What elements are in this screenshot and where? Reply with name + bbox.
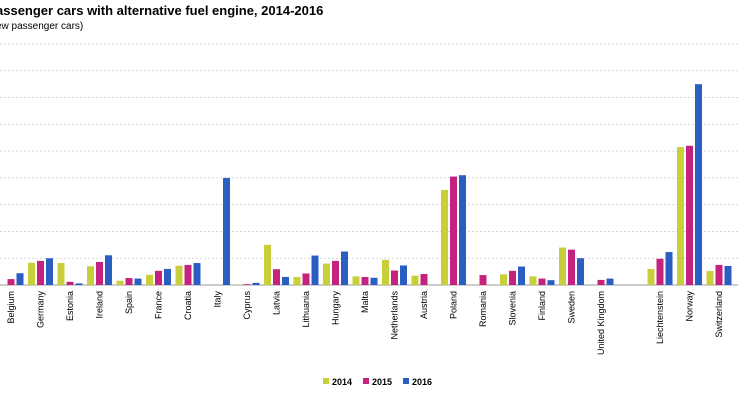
bar bbox=[252, 282, 260, 285]
bar bbox=[568, 249, 575, 285]
bar bbox=[66, 281, 74, 285]
bar bbox=[420, 274, 428, 285]
bar bbox=[500, 274, 507, 285]
x-tick-label: Netherlands bbox=[390, 291, 400, 340]
legend-swatch bbox=[403, 378, 409, 384]
legend-label: 2015 bbox=[372, 377, 392, 387]
bar bbox=[686, 145, 693, 285]
bar bbox=[341, 251, 348, 285]
x-tick-label: Spain bbox=[124, 291, 134, 314]
bar bbox=[105, 255, 112, 285]
x-tick-label: Ireland bbox=[95, 291, 105, 319]
bar bbox=[370, 277, 378, 285]
x-tick-label: Switzerland bbox=[714, 291, 724, 338]
bar bbox=[323, 263, 330, 285]
bar bbox=[695, 84, 702, 286]
bar bbox=[57, 263, 65, 285]
x-tick-label: Latvia bbox=[272, 291, 282, 315]
bar bbox=[125, 278, 133, 285]
bar bbox=[479, 275, 487, 285]
x-tick-label: Croatia bbox=[183, 291, 193, 320]
bar bbox=[352, 276, 360, 285]
legend-swatch bbox=[323, 378, 329, 384]
bar bbox=[450, 176, 457, 285]
bar bbox=[597, 279, 605, 285]
bar bbox=[411, 275, 419, 285]
bar bbox=[75, 283, 83, 285]
bar bbox=[16, 273, 24, 285]
bar bbox=[559, 247, 566, 285]
bar bbox=[7, 279, 15, 285]
bar bbox=[509, 270, 516, 285]
x-tick-label: Liechtenstein bbox=[655, 291, 665, 344]
bar bbox=[264, 244, 271, 285]
bar bbox=[577, 258, 584, 285]
bar bbox=[223, 177, 230, 285]
x-tick-label: Hungary bbox=[331, 291, 341, 326]
bar bbox=[146, 274, 153, 285]
bar bbox=[656, 258, 664, 285]
bar bbox=[28, 262, 35, 285]
chart-title: assenger cars with alternative fuel engi… bbox=[0, 3, 324, 18]
chart-subtitle: ew passenger cars) bbox=[0, 21, 84, 32]
x-tick-label: Italy bbox=[213, 291, 223, 308]
x-tick-label: Malta bbox=[360, 291, 370, 313]
x-tick-label: Austria bbox=[419, 291, 429, 319]
bar bbox=[647, 268, 655, 285]
x-tick-label: Belgium bbox=[6, 291, 16, 324]
bar bbox=[332, 260, 339, 285]
bar bbox=[87, 266, 94, 285]
bar bbox=[175, 265, 183, 285]
bar bbox=[116, 280, 124, 285]
bar bbox=[37, 260, 44, 285]
bar bbox=[459, 175, 466, 285]
bar bbox=[134, 278, 142, 285]
bar bbox=[547, 280, 555, 285]
x-tick-label: Lithuania bbox=[301, 291, 311, 328]
bar bbox=[529, 276, 537, 285]
bar bbox=[302, 273, 310, 285]
bar bbox=[391, 270, 398, 285]
legend-swatch bbox=[363, 378, 369, 384]
bar bbox=[164, 268, 171, 285]
x-tick-label: Finland bbox=[537, 291, 547, 321]
bar bbox=[677, 147, 684, 285]
x-tick-label: Estonia bbox=[65, 291, 75, 321]
bar bbox=[273, 269, 280, 285]
x-tick-label: United Kingdom bbox=[596, 291, 606, 355]
bar bbox=[193, 263, 201, 285]
x-tick-label: Germany bbox=[36, 291, 46, 329]
bar bbox=[184, 264, 192, 285]
legend-label: 2016 bbox=[412, 377, 432, 387]
bar bbox=[243, 284, 251, 285]
legend-label: 2014 bbox=[332, 377, 352, 387]
bar bbox=[361, 276, 369, 285]
bar bbox=[311, 255, 319, 285]
x-tick-label: Sweden bbox=[567, 291, 577, 324]
bar bbox=[46, 258, 53, 285]
x-tick-label: Romania bbox=[478, 291, 488, 327]
bar bbox=[706, 271, 714, 285]
bar bbox=[96, 261, 103, 285]
bar bbox=[382, 259, 389, 285]
x-tick-label: Norway bbox=[685, 291, 695, 322]
bar bbox=[665, 252, 673, 285]
bar bbox=[518, 266, 525, 285]
bar bbox=[400, 265, 407, 285]
x-tick-label: Cyprus bbox=[242, 291, 252, 320]
bar bbox=[606, 278, 614, 285]
bar bbox=[441, 189, 448, 285]
x-tick-label: Slovenia bbox=[508, 291, 518, 326]
bar bbox=[282, 276, 289, 285]
x-tick-label: France bbox=[154, 291, 164, 319]
bar bbox=[538, 278, 546, 285]
bar bbox=[715, 264, 723, 285]
bar bbox=[293, 276, 301, 285]
x-tick-label: Poland bbox=[449, 291, 459, 319]
bar bbox=[724, 265, 732, 285]
bar bbox=[155, 270, 162, 285]
